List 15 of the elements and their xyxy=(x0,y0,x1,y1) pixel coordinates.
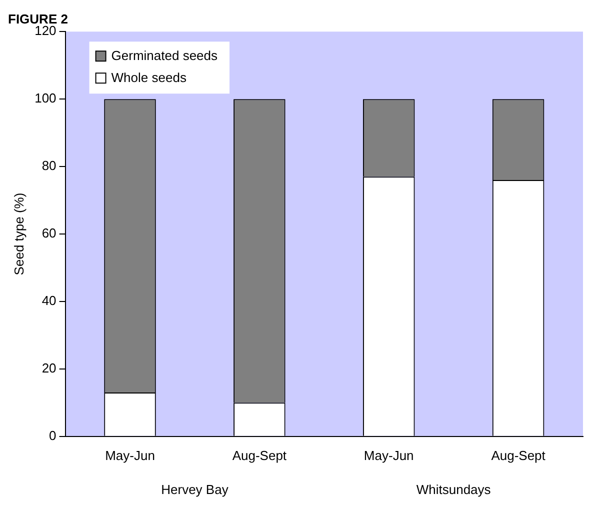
legend-label: Germinated seeds xyxy=(111,48,218,64)
y-tick-label: 20 xyxy=(42,360,56,376)
x-tick-label: Aug-Sept xyxy=(232,448,287,463)
y-tick-label: 80 xyxy=(42,158,56,174)
y-tick-label: 100 xyxy=(34,90,56,106)
legend-label: Whole seeds xyxy=(111,70,187,86)
text: Whitsundays xyxy=(416,482,492,498)
y-tick-label: 40 xyxy=(42,293,56,308)
x-tick-label: May-Jun xyxy=(105,448,155,463)
y-tick-label: 60 xyxy=(42,226,56,241)
text: Hervey Bay xyxy=(161,482,229,498)
y-tick-label: 0 xyxy=(49,428,56,443)
x-tick-label: May-Jun xyxy=(364,448,414,463)
x-tick-label: Aug-Sept xyxy=(491,448,546,463)
y-axis-title: Seed type (%) xyxy=(11,192,26,276)
